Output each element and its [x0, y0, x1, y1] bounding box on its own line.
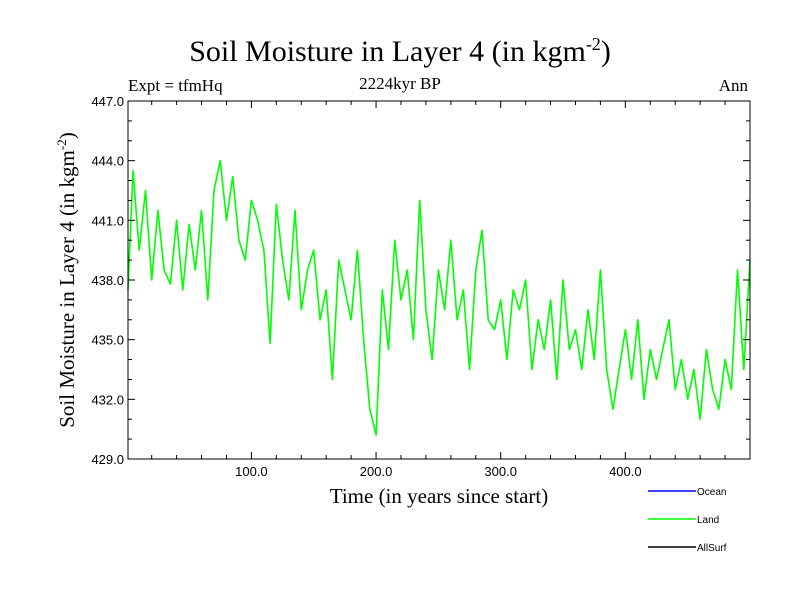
legend-label-allsurf: AllSurf	[697, 543, 727, 554]
y-tick-label: 438.0	[91, 273, 124, 288]
y-tick-label: 444.0	[91, 154, 124, 169]
y-tick-label: 432.0	[91, 392, 124, 407]
y-tick-label: 441.0	[91, 213, 124, 228]
x-axis-label: Time (in years since start)	[329, 484, 549, 508]
legend-label-land: Land	[697, 515, 719, 526]
x-tick-label: 400.0	[609, 464, 642, 479]
plot-frame	[127, 100, 751, 460]
experiment-label: Expt = tfmHq	[128, 76, 223, 95]
legend-label-ocean: Ocean	[697, 487, 726, 498]
y-tick-label: 447.0	[91, 94, 124, 109]
x-tick-label: 100.0	[235, 464, 268, 479]
series-line-land	[127, 159, 751, 436]
chart-title: Soil Moisture in Layer 4 (in kgm-2)	[189, 34, 611, 68]
chart-title-superscript: -2	[585, 34, 601, 54]
x-tick-label: 200.0	[360, 464, 393, 479]
y-tick-label: 435.0	[91, 333, 124, 348]
chart-subtitle: 2224kyr BP	[359, 74, 441, 93]
y-tick-label: 429.0	[91, 452, 124, 467]
x-tick-label: 300.0	[484, 464, 517, 479]
season-label: Ann	[718, 76, 748, 95]
